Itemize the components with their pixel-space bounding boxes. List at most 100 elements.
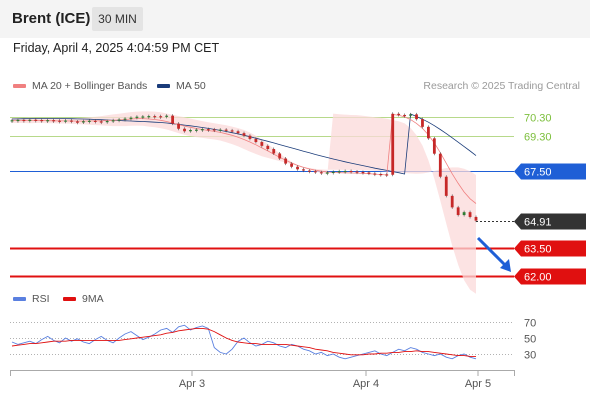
timestamp-text: Friday, April 4, 2025 4:04:59 PM CET: [13, 41, 220, 55]
level-label-67.50: 67.50: [524, 167, 552, 179]
candle: [438, 153, 442, 177]
candle: [391, 113, 395, 175]
candle: [22, 119, 26, 122]
rsi-series-rsi: [11, 324, 477, 360]
candle: [189, 130, 192, 132]
candle: [141, 116, 145, 118]
candle: [242, 133, 246, 136]
candle: [427, 126, 430, 139]
candle: [236, 131, 240, 134]
level-tag-62.00: [514, 268, 586, 285]
level-label-62.00: 62.00: [524, 272, 552, 284]
candle: [135, 116, 139, 118]
candle: [40, 119, 44, 122]
ma50-label: MA 50: [176, 80, 206, 92]
rsi-tick-70: 70: [524, 318, 536, 330]
candle: [159, 116, 163, 118]
candle: [195, 129, 198, 131]
candle: [165, 115, 169, 117]
candle: [52, 120, 56, 122]
bollinger-band: [12, 111, 476, 294]
candle: [212, 129, 216, 131]
forecast-arrow-head: [500, 259, 511, 272]
forecast-arrow-shaft: [476, 236, 508, 268]
candle: [230, 130, 234, 132]
chart-header: Brent (ICE) 30 MIN: [0, 0, 590, 38]
candle: [34, 119, 38, 121]
candle: [272, 149, 276, 154]
level-tag-67.50: [514, 163, 586, 180]
candle: [403, 114, 407, 117]
candle: [153, 116, 157, 118]
candle: [76, 121, 79, 123]
level-tag-64.91: [514, 213, 586, 230]
candle: [28, 119, 32, 121]
candle: [373, 173, 377, 175]
rsi-label: RSI: [32, 293, 50, 305]
candle: [129, 117, 133, 119]
candle: [64, 120, 67, 122]
candle: [177, 123, 180, 129]
candle: [409, 114, 412, 116]
rsi-ma-label: 9MA: [82, 293, 104, 305]
candle: [361, 171, 365, 174]
ma50-swatch: [157, 84, 170, 89]
candle: [308, 170, 311, 172]
candle: [16, 119, 20, 122]
x-tick-label-Apr 5: Apr 5: [465, 378, 491, 390]
candle: [349, 170, 353, 173]
candle: [58, 120, 61, 122]
candle: [260, 142, 264, 146]
candle: [10, 120, 14, 122]
candle: [278, 153, 282, 159]
candle: [367, 172, 371, 174]
candle: [123, 118, 127, 120]
candle: [248, 135, 252, 139]
candle: [444, 176, 448, 196]
candle: [462, 212, 466, 216]
rsi-series-9ma: [11, 327, 476, 357]
ma20-label: MA 20 + Bollinger Bands: [32, 80, 148, 92]
candle: [105, 121, 109, 123]
candle: [87, 120, 91, 122]
ma20-swatch: [13, 84, 26, 89]
instrument-title: Brent (ICE): [12, 10, 91, 27]
candle: [117, 119, 121, 121]
candle: [331, 171, 335, 174]
candle: [302, 169, 305, 171]
candle: [183, 128, 186, 132]
candle: [254, 138, 258, 143]
timeframe-badge[interactable]: 30 MIN: [92, 7, 143, 31]
candle: [432, 138, 436, 154]
candle: [456, 207, 460, 216]
candle: [379, 173, 383, 176]
candle: [343, 170, 347, 173]
level-label-69.30: 69.30: [524, 132, 552, 144]
rsi-ma-swatch: [63, 297, 76, 302]
legend-rsi-ma: 9MA: [63, 293, 104, 305]
x-tick-label-Apr 3: Apr 3: [179, 378, 205, 390]
legend-ma50: MA 50: [157, 80, 206, 92]
candle: [284, 158, 288, 164]
candle: [200, 129, 204, 131]
candle: [385, 174, 389, 176]
candle: [81, 121, 85, 123]
candle: [421, 119, 424, 127]
legend-ma20: MA 20 + Bollinger Bands: [13, 80, 147, 92]
candle: [218, 129, 222, 131]
candle: [147, 116, 151, 118]
candle: [450, 195, 454, 208]
candle: [206, 129, 210, 131]
candle: [99, 121, 103, 123]
candle: [70, 120, 73, 122]
rsi-tick-50: 50: [524, 334, 536, 346]
candle: [290, 163, 293, 167]
candle: [397, 113, 401, 116]
candle: [111, 120, 115, 122]
candle: [415, 114, 418, 120]
rsi-tick-30: 30: [524, 350, 536, 362]
rsi-swatch: [13, 297, 26, 302]
level-label-70.30: 70.30: [524, 113, 552, 125]
